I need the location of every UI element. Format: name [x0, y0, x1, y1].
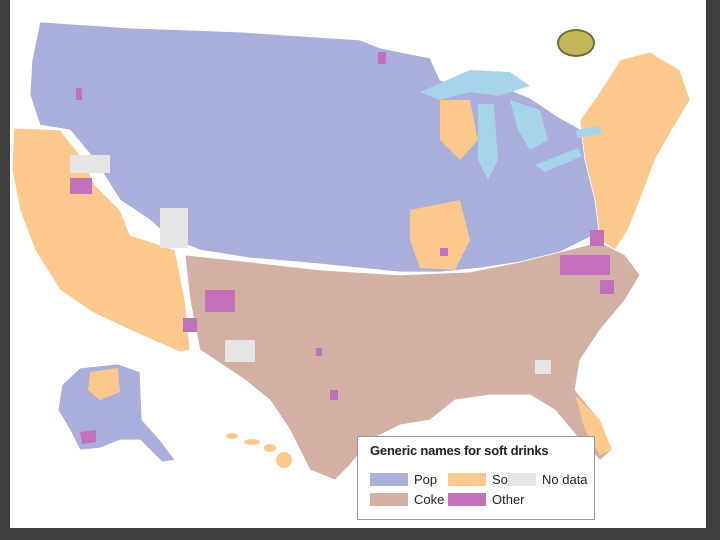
- other-patch: [316, 348, 322, 356]
- no-data-patch: [225, 340, 255, 362]
- hawaii-island: [264, 444, 276, 452]
- region-soda-west: [11, 127, 191, 353]
- other-patch: [205, 290, 235, 312]
- lake-huron: [510, 100, 548, 150]
- frame-right-edge: [706, 0, 720, 540]
- region-soda-northeast: [579, 51, 691, 251]
- lake-erie: [535, 148, 582, 172]
- hawaii-island: [226, 433, 238, 439]
- region-soda-missouri: [410, 200, 470, 270]
- other-patches: [70, 52, 614, 400]
- region-alaska-soda: [88, 368, 120, 400]
- other-patch: [378, 52, 386, 64]
- other-patch: [560, 255, 610, 275]
- region-soda-wisconsin: [440, 100, 478, 160]
- no-data-patches: [70, 155, 551, 374]
- legend-label-other: Other: [492, 492, 525, 507]
- hawaii-island: [276, 452, 292, 468]
- decorative-oval-shape: [557, 29, 595, 57]
- legend-label-no-data: No data: [542, 472, 588, 487]
- other-patch: [76, 88, 82, 100]
- legend-title: Generic names for soft drinks: [370, 443, 549, 458]
- region-soda-florida: [575, 395, 612, 455]
- no-data-patch: [70, 155, 110, 173]
- legend-swatch-soda: [448, 473, 486, 486]
- lake-ontario: [575, 126, 602, 138]
- map-legend: Generic names for soft drinks Pop Soda N…: [357, 436, 595, 520]
- other-patch: [70, 178, 92, 194]
- legend-label-coke: Coke: [414, 492, 445, 507]
- other-patch: [590, 230, 604, 246]
- lake-superior: [420, 70, 530, 100]
- legend-swatch-no-data: [508, 473, 536, 486]
- lake-michigan: [478, 104, 498, 180]
- other-patch: [183, 318, 197, 332]
- legend-swatch-pop: [370, 473, 408, 486]
- region-hawaii: [226, 433, 292, 468]
- legend-swatch-other: [448, 493, 486, 506]
- no-data-patch: [535, 360, 551, 374]
- legend-swatch-coke: [370, 493, 408, 506]
- other-patch: [600, 280, 614, 294]
- frame-bottom-edge: [0, 528, 720, 540]
- other-patch: [330, 390, 338, 400]
- region-alaska-other: [80, 430, 96, 444]
- no-data-patch: [160, 208, 188, 248]
- hawaii-island: [244, 439, 260, 445]
- legend-label-pop: Pop: [414, 472, 438, 487]
- frame-left-edge: [0, 0, 10, 540]
- other-patch: [440, 248, 448, 256]
